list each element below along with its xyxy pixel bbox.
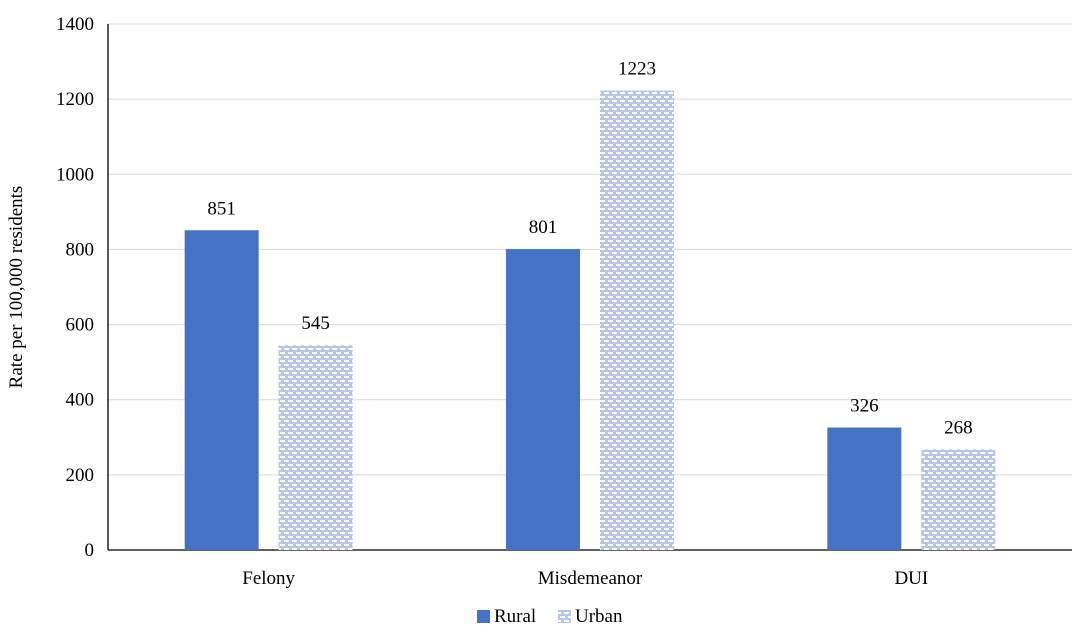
legend-swatch-rural [477,610,490,623]
y-tick-label: 1400 [56,14,94,35]
data-label: 268 [944,417,973,438]
y-tick-label: 600 [66,315,95,336]
legend-label-rural: Rural [494,606,536,627]
legend-swatch-urban [558,610,571,623]
x-tick-label: Misdemeanor [538,568,643,589]
gridlines [108,23,1072,476]
x-tick-label: DUI [894,568,928,589]
bars [184,90,996,550]
data-labels: 851 545 801 1223 326 268 [207,59,972,439]
legend-label-urban: Urban [575,606,623,627]
x-tick-label: Felony [242,568,295,589]
data-label: 326 [850,396,879,417]
bar-rural-felony [184,230,259,550]
y-tick-label: 800 [66,239,95,260]
y-tick-label: 400 [66,390,95,411]
y-axis-label: Rate per 100,000 residents [6,186,27,389]
bar-urban-misdemeanor [600,90,674,550]
data-label: 545 [301,313,330,334]
legend: Rural Urban [477,606,623,627]
bar-rural-dui [827,427,902,550]
bar-urban-dui [921,449,996,550]
y-tick-label: 1000 [56,164,94,185]
bar-rural-misdemeanor [506,249,580,550]
data-label: 851 [207,198,236,219]
y-tick-label: 200 [66,465,95,486]
y-tick-label: 0 [85,540,95,561]
axes: 0 200 400 600 800 1000 1200 1400 Rate per 100,00… [6,14,1072,589]
y-tick-label: 1200 [56,89,94,110]
bar-urban-felony [278,345,353,550]
data-label: 1223 [618,59,656,80]
data-label: 801 [529,217,558,238]
